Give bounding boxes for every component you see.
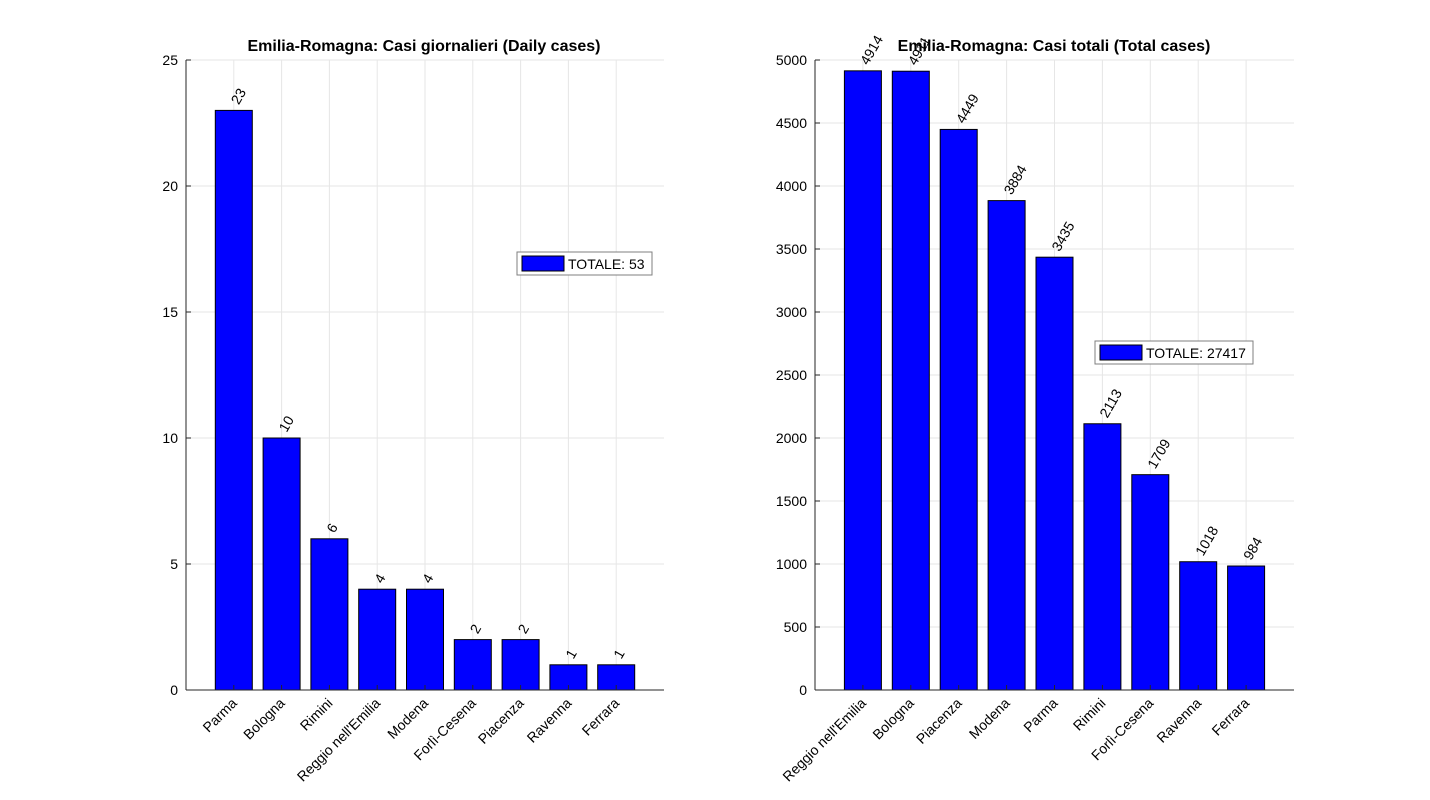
total-x-tick-label: Rimini bbox=[1070, 695, 1109, 734]
daily-bar bbox=[310, 538, 349, 691]
daily-x-tick-label: Rimini bbox=[297, 695, 336, 734]
daily-bar bbox=[406, 588, 444, 691]
daily-x-tick-label: Ferrara bbox=[579, 695, 623, 739]
daily-x-tick-label: Parma bbox=[199, 695, 240, 736]
total-cases-title: Emilia-Romagna: Casi totali (Total cases… bbox=[898, 38, 1211, 55]
total-bar bbox=[1179, 561, 1218, 691]
daily-bar bbox=[214, 109, 253, 691]
daily-data-label: 10 bbox=[275, 413, 297, 435]
daily-y-tick-label: 20 bbox=[162, 178, 178, 194]
daily-bar bbox=[358, 588, 397, 691]
daily-bar bbox=[262, 437, 301, 691]
total-y-tick-label: 4000 bbox=[776, 178, 807, 194]
daily-y-tick-label: 15 bbox=[162, 304, 178, 320]
daily-y-tick-label: 25 bbox=[162, 52, 178, 68]
daily-data-label: 23 bbox=[228, 85, 250, 107]
total-x-tick-label: Parma bbox=[1020, 695, 1061, 736]
total-y-tick-label: 1500 bbox=[776, 493, 807, 509]
daily-cases-title: Emilia-Romagna: Casi giornalieri (Daily … bbox=[247, 38, 600, 55]
daily-y-tick-label: 0 bbox=[170, 682, 178, 698]
total-y-tick-label: 4500 bbox=[776, 115, 807, 131]
total-x-tick-label: Ferrara bbox=[1208, 695, 1252, 739]
total-y-tick-label: 500 bbox=[784, 619, 808, 635]
total-x-tick-label: Modena bbox=[966, 695, 1013, 742]
daily-x-tick-label: Bologna bbox=[240, 695, 288, 743]
daily-x-tick-label: Ravenna bbox=[524, 695, 575, 746]
total-bar bbox=[891, 70, 930, 691]
total-y-tick-label: 5000 bbox=[776, 52, 807, 68]
total-bar bbox=[1083, 423, 1122, 691]
total-x-tick-label: Bologna bbox=[869, 695, 917, 743]
total-bar bbox=[939, 128, 978, 691]
total-bar bbox=[987, 200, 1026, 691]
total-y-tick-label: 2000 bbox=[776, 430, 807, 446]
total-x-tick-label: Piacenza bbox=[913, 695, 965, 747]
total-y-tick-label: 0 bbox=[799, 682, 807, 698]
total-x-tick-label: Reggio nell'Emilia bbox=[779, 695, 869, 785]
total-bar bbox=[1131, 474, 1170, 691]
total-y-tick-label: 1000 bbox=[776, 556, 807, 572]
daily-y-tick-label: 5 bbox=[170, 556, 178, 572]
daily-bar bbox=[501, 639, 540, 691]
total-bar bbox=[1227, 565, 1266, 691]
total-y-tick-label: 3500 bbox=[776, 241, 807, 257]
daily-x-tick-label: Piacenza bbox=[475, 695, 527, 747]
total-bar bbox=[1035, 256, 1074, 691]
daily-bar bbox=[453, 639, 492, 691]
daily-x-tick-label: Reggio nell'Emilia bbox=[294, 695, 384, 785]
total-legend-swatch bbox=[1099, 344, 1143, 361]
daily-x-tick-label: Modena bbox=[384, 695, 431, 742]
total-bar bbox=[843, 70, 882, 691]
total-y-tick-label: 3000 bbox=[776, 304, 807, 320]
daily-legend-label: TOTALE: 53 bbox=[568, 256, 645, 272]
daily-legend-swatch bbox=[521, 255, 565, 272]
total-y-tick-label: 2500 bbox=[776, 367, 807, 383]
total-legend-label: TOTALE: 27417 bbox=[1146, 345, 1246, 361]
total-x-tick-label: Ravenna bbox=[1153, 695, 1204, 746]
daily-y-tick-label: 10 bbox=[162, 430, 178, 446]
